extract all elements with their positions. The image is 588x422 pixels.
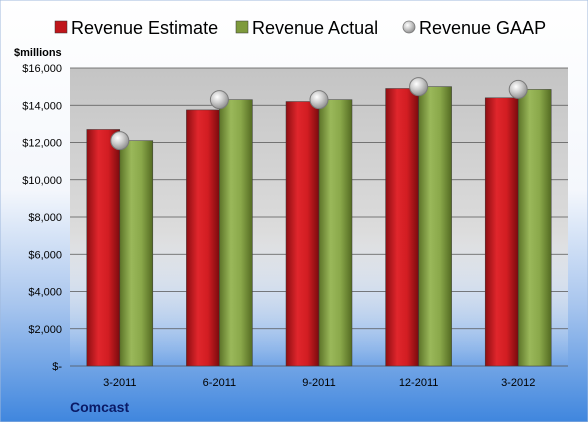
company-name: Comcast <box>70 399 129 415</box>
bar-revenue-estimate <box>385 88 419 367</box>
point-revenue-gaap <box>409 77 429 97</box>
x-tick-label: 12-2011 <box>399 377 439 389</box>
y-tick-label: $12,000 <box>22 138 62 150</box>
y-tick-label: $8,000 <box>28 212 62 224</box>
legend: Revenue Estimate Revenue Actual Revenue GA… <box>54 18 546 38</box>
legend-label-revenue-gaap: Revenue GAAP <box>419 18 546 38</box>
y-tick-label: $14,000 <box>22 100 62 112</box>
bars <box>86 86 552 367</box>
point-revenue-gaap <box>508 79 528 99</box>
y-tick-label: $- <box>52 361 62 373</box>
y-axis-unit-label: $millions <box>14 47 62 59</box>
x-axis-tick-labels: 3-2011 6-2011 9-2011 12-2011 3-2012 <box>103 377 535 389</box>
bar-revenue-estimate <box>186 109 220 367</box>
y-axis-tick-labels: $- $2,000 $4,000 $6,000 $8,000 $10,000 $12,000… <box>22 63 62 373</box>
x-tick-label: 3-2011 <box>103 377 136 389</box>
bar-revenue-actual <box>418 86 452 367</box>
legend-label-revenue-estimate: Revenue Estimate <box>71 18 218 38</box>
bar-revenue-estimate <box>484 97 519 367</box>
bar-revenue-actual <box>318 99 353 367</box>
legend-swatch-revenue-gaap <box>402 20 416 34</box>
legend-swatch-revenue-estimate <box>54 20 68 34</box>
y-tick-label: $6,000 <box>28 249 62 261</box>
y-tick-label: $10,000 <box>22 175 62 187</box>
x-tick-label: 9-2011 <box>302 377 335 389</box>
bar-revenue-estimate <box>285 101 320 367</box>
y-tick-label: $16,000 <box>22 63 62 75</box>
point-revenue-gaap <box>309 90 329 110</box>
x-tick-label: 3-2012 <box>501 377 535 389</box>
x-tick-label: 6-2011 <box>203 377 236 389</box>
y-tick-label: $2,000 <box>28 324 62 336</box>
legend-label-revenue-actual: Revenue Actual <box>252 18 378 38</box>
legend-swatch-revenue-actual <box>235 20 249 34</box>
y-tick-label: $4,000 <box>28 287 62 299</box>
point-revenue-gaap <box>110 131 130 151</box>
bar-revenue-actual <box>119 140 154 367</box>
bar-revenue-estimate <box>86 129 121 367</box>
bar-revenue-actual <box>517 89 552 367</box>
gaap-points <box>110 77 528 151</box>
bar-revenue-actual <box>219 99 253 367</box>
point-revenue-gaap <box>209 90 229 110</box>
